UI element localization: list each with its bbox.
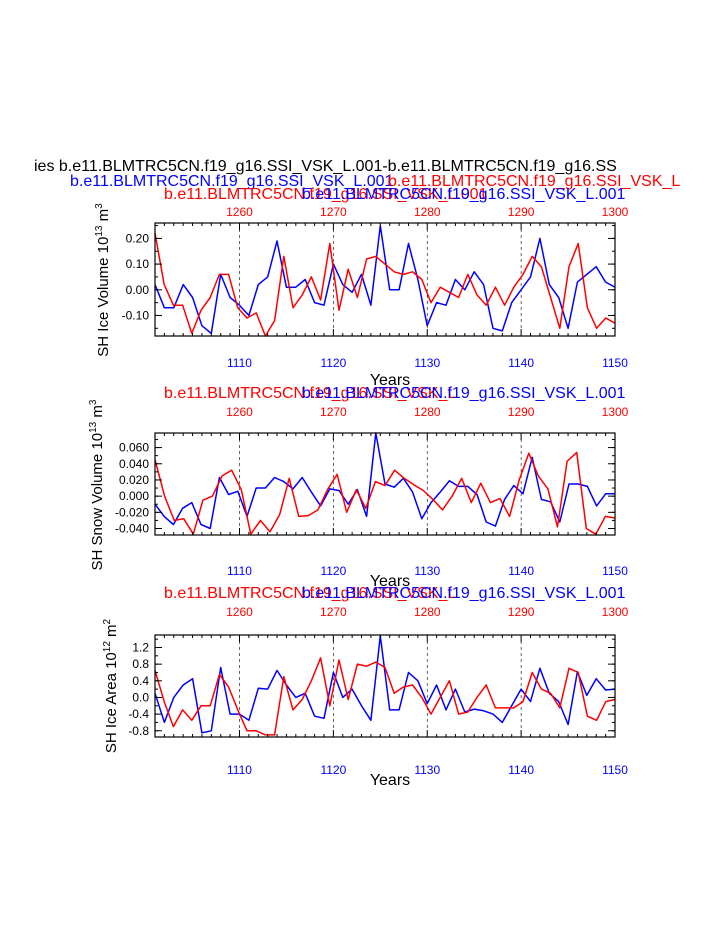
x-axis-label: Years (370, 573, 410, 590)
x-tick-label-top: 1290 (508, 605, 535, 619)
y-tick-label: 0.0 (132, 690, 149, 704)
y-tick-label: 0.020 (119, 473, 149, 487)
x-tick-label-bottom: 1110 (227, 564, 252, 578)
x-tick-label-bottom: 1130 (414, 356, 440, 370)
y-tick-label: 0.00 (126, 283, 150, 297)
series-line-red (154, 233, 616, 337)
series-line-red (154, 451, 616, 535)
x-tick-label-bottom: 1150 (602, 356, 628, 370)
y-tick-label: 0.040 (119, 457, 149, 471)
x-tick-label-bottom: 1130 (414, 763, 440, 777)
series-line-blue (154, 432, 615, 530)
x-tick-label-bottom: 1110 (227, 763, 252, 777)
series-line-red (154, 657, 616, 736)
x-tick-label-top: 1300 (602, 205, 629, 219)
plot-frame (154, 222, 616, 337)
y-tick-label: 1.2 (132, 640, 149, 654)
y-tick-label: -0.4 (128, 707, 149, 721)
x-tick-label-top: 1300 (602, 605, 629, 619)
x-tick-label-bottom: 1140 (508, 763, 534, 777)
y-axis-label: SH Snow Volume 1013 m3 (88, 399, 106, 570)
y-tick-label: 0.060 (119, 441, 149, 455)
y-tick-label: 0.20 (126, 231, 150, 245)
panel-title-blue: b.e11.BLMTRC5CN.f19_g16.SSI_VSK_L.001 (302, 585, 626, 602)
x-tick-label-bottom: 1140 (508, 564, 534, 578)
panel-1: -0.10 0.00 0.10 0.20 1110 1120 1130 1140 1150 126… (94, 203, 629, 389)
plot-frame (154, 634, 616, 738)
x-tick-label-top: 1290 (508, 205, 535, 219)
x-tick-label-bottom: 1130 (414, 564, 440, 578)
y-tick-label: 0.4 (132, 674, 149, 688)
series-line-blue (154, 224, 616, 335)
x-tick-label-top: 1290 (508, 405, 535, 419)
y-tick-label: 0.000 (119, 489, 149, 503)
x-tick-label-top: 1260 (226, 405, 253, 419)
panel-3: -0.8 -0.4 0.0 0.4 0.8 1.2 1110 1120 1130 1140 1150… (102, 585, 629, 789)
x-tick-label-top: 1270 (320, 205, 347, 219)
panel-title-blue: b.e11.BLMTRC5CN.f19_g16.SSI_VSK_L.001 (302, 385, 626, 402)
x-tick-label-bottom: 1120 (320, 564, 346, 578)
x-axis-label: Years (370, 372, 410, 389)
x-tick-label-top: 1280 (414, 405, 441, 419)
y-axis-label: SH Ice Volume 1013 m3 (94, 203, 112, 357)
y-tick-label: 0.8 (132, 657, 149, 671)
x-tick-label-top: 1270 (320, 405, 347, 419)
x-tick-label-bottom: 1120 (320, 356, 346, 370)
panel-title-red: b.e11.BLMTRC5CN.f19_g16.SSI_VSK_L (164, 585, 456, 602)
plot-frame (154, 432, 616, 536)
y-axis-label: SH Ice Area 1012 m2 (102, 618, 120, 753)
y-tick-label: 0.10 (126, 257, 150, 271)
header-line2-red: b.e11.BLMTRC5CN.f19_g16.SSI_VSK_L (388, 173, 680, 190)
series-line-blue (154, 635, 616, 734)
x-tick-label-bottom: 1140 (508, 356, 534, 370)
x-tick-label-top: 1300 (602, 405, 629, 419)
x-axis-label: Years (370, 772, 410, 789)
y-tick-label: -0.040 (115, 522, 149, 536)
x-tick-label-bottom: 1110 (227, 356, 252, 370)
y-tick-label: -0.020 (115, 505, 149, 519)
x-tick-label-top: 1270 (320, 605, 347, 619)
y-tick-label: -0.10 (122, 308, 150, 322)
x-tick-label-top: 1260 (226, 605, 253, 619)
x-tick-label-top: 1280 (414, 605, 441, 619)
panel-title-red: b.e11.BLMTRC5CN.f19_g16.SSI_VSK_L (164, 385, 456, 402)
header-line3-blue: b.e11.BLMTRC5CN.f19_g16.SSI_VSK_L.001 (302, 186, 626, 203)
header-line2-blue: b.e11.BLMTRC5CN.f19_g16.SSI_VSK_L.001 (70, 173, 394, 190)
y-tick-label: -0.8 (128, 724, 149, 738)
x-tick-label-top: 1260 (226, 205, 253, 219)
x-tick-label-bottom: 1120 (320, 763, 346, 777)
panel-2: -0.040 -0.020 0.000 0.020 0.040 0.060 1110 1120… (88, 385, 629, 590)
header-line3-red: b.e11.BLMTRC5CN.f19_g16.SSI_VSK_L.001 (164, 186, 488, 203)
header-line1: ies b.e11.BLMTRC5CN.f19_g16.SSI_VSK_L.00… (34, 158, 617, 175)
x-tick-label-top: 1280 (414, 205, 441, 219)
x-tick-label-bottom: 1150 (602, 564, 628, 578)
x-tick-label-bottom: 1150 (602, 763, 628, 777)
